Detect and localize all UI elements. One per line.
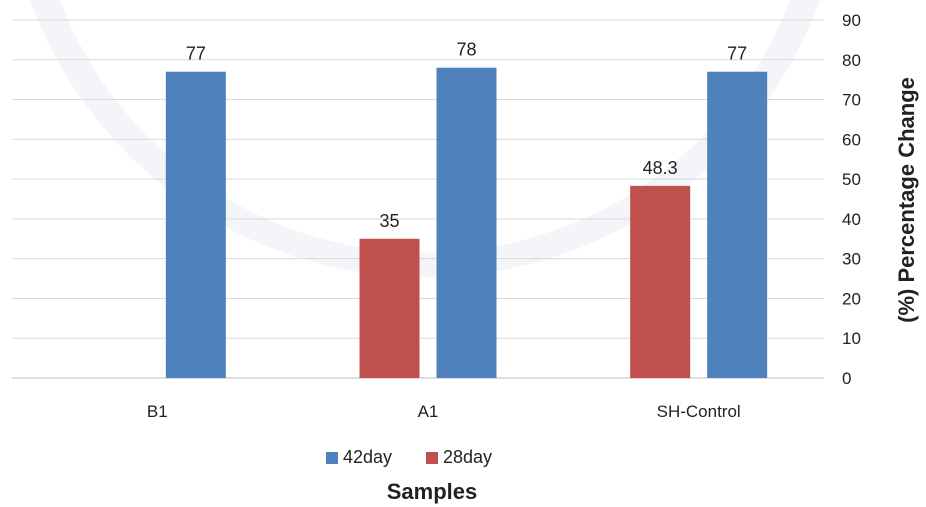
category-label: SH-Control [657,402,741,421]
legend-label-28day: 28day [443,447,492,467]
data-label-28day-SH-Control: 48.3 [643,158,678,178]
background-arc [30,0,820,278]
y-tick-label: 70 [842,91,861,110]
y-tick-label: 60 [842,130,861,149]
y-tick-label: 0 [842,369,851,388]
category-label: B1 [147,402,168,421]
y-tick-label: 10 [842,329,861,348]
y-axis-title: (%) Percentage Change [894,77,919,323]
category-label: A1 [418,402,439,421]
y-tick-label: 20 [842,289,861,308]
y-tick-label: 90 [842,11,861,30]
y-tick-label: 30 [842,250,861,269]
legend-swatch-42day [326,452,338,464]
y-tick-label: 80 [842,51,861,70]
bar-42day-SH-Control [707,71,768,378]
data-label-42day-B1: 77 [186,44,206,64]
x-axis-title: Samples [387,479,478,504]
bar-28day-SH-Control [630,185,691,378]
data-label-28day-A1: 35 [379,211,399,231]
bar-42day-B1 [165,71,226,378]
data-label-42day-A1: 78 [456,40,476,60]
bar-42day-A1 [436,67,497,378]
y-tick-label: 40 [842,210,861,229]
legend-label-42day: 42day [343,447,392,467]
data-label-42day-SH-Control: 77 [727,44,747,64]
bar-28day-A1 [359,238,420,378]
y-tick-label: 50 [842,170,861,189]
legend-swatch-28day [426,452,438,464]
